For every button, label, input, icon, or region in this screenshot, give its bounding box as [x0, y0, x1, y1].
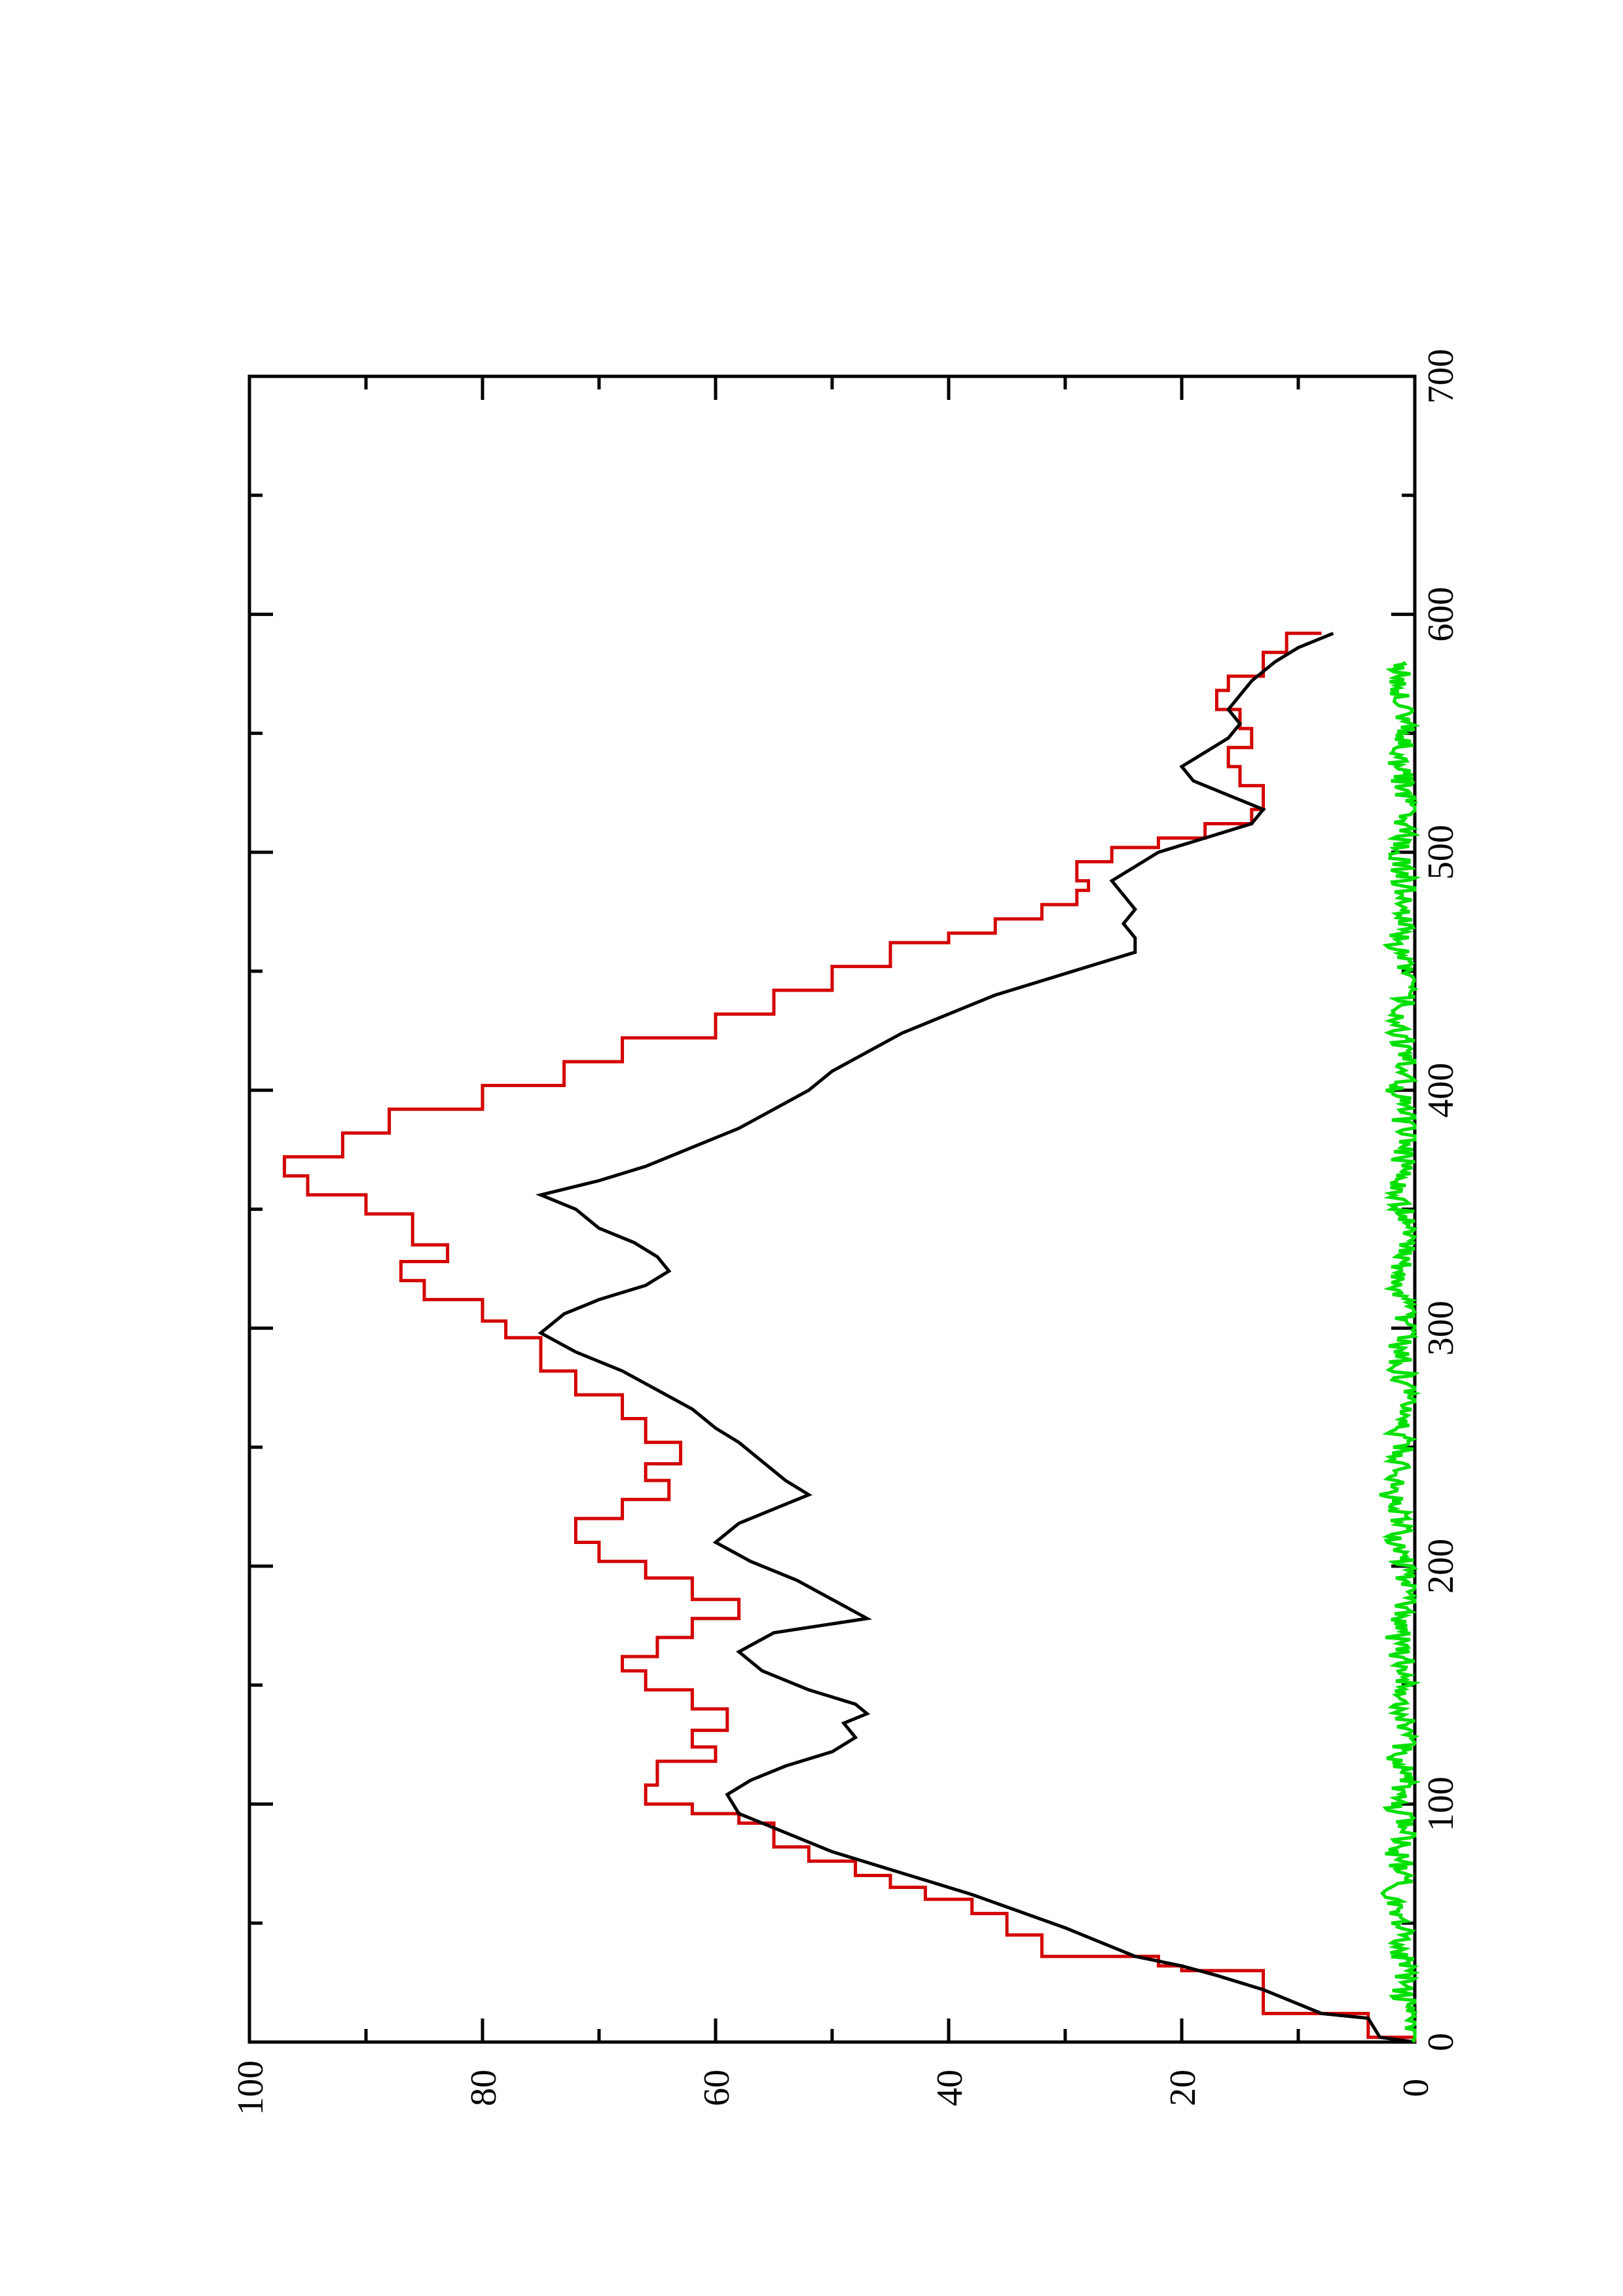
plot-frame: [247, 374, 1417, 2044]
x-tick-label: 100: [1421, 1776, 1461, 1831]
x-tick-label: 0: [1421, 2033, 1461, 2051]
y-tick-label: 80: [464, 2070, 504, 2106]
y-tick-label: 60: [697, 2070, 737, 2106]
x-tick-label: 500: [1421, 825, 1461, 880]
axis-tick-labels: 0 100 200 300 400 500 600 700 0 20 40 60 80 100: [230, 349, 1461, 2115]
axis-ticks: [247, 374, 1417, 2044]
y-tick-label: 40: [930, 2070, 970, 2106]
series-line-2: [1379, 660, 1421, 2043]
x-tick-label: 200: [1421, 1539, 1461, 1594]
x-tick-label: 400: [1421, 1063, 1461, 1118]
y-tick-label: 100: [230, 2060, 271, 2115]
y-tick-label: 20: [1163, 2070, 1203, 2106]
x-tick-label: 600: [1421, 587, 1461, 642]
y-tick-label: 0: [1396, 2079, 1436, 2097]
series-line-1: [535, 632, 1415, 2044]
x-tick-label: 300: [1421, 1300, 1461, 1355]
data-series: [282, 632, 1421, 2044]
series-line-0: [282, 632, 1417, 2042]
x-tick-label: 700: [1421, 349, 1461, 404]
